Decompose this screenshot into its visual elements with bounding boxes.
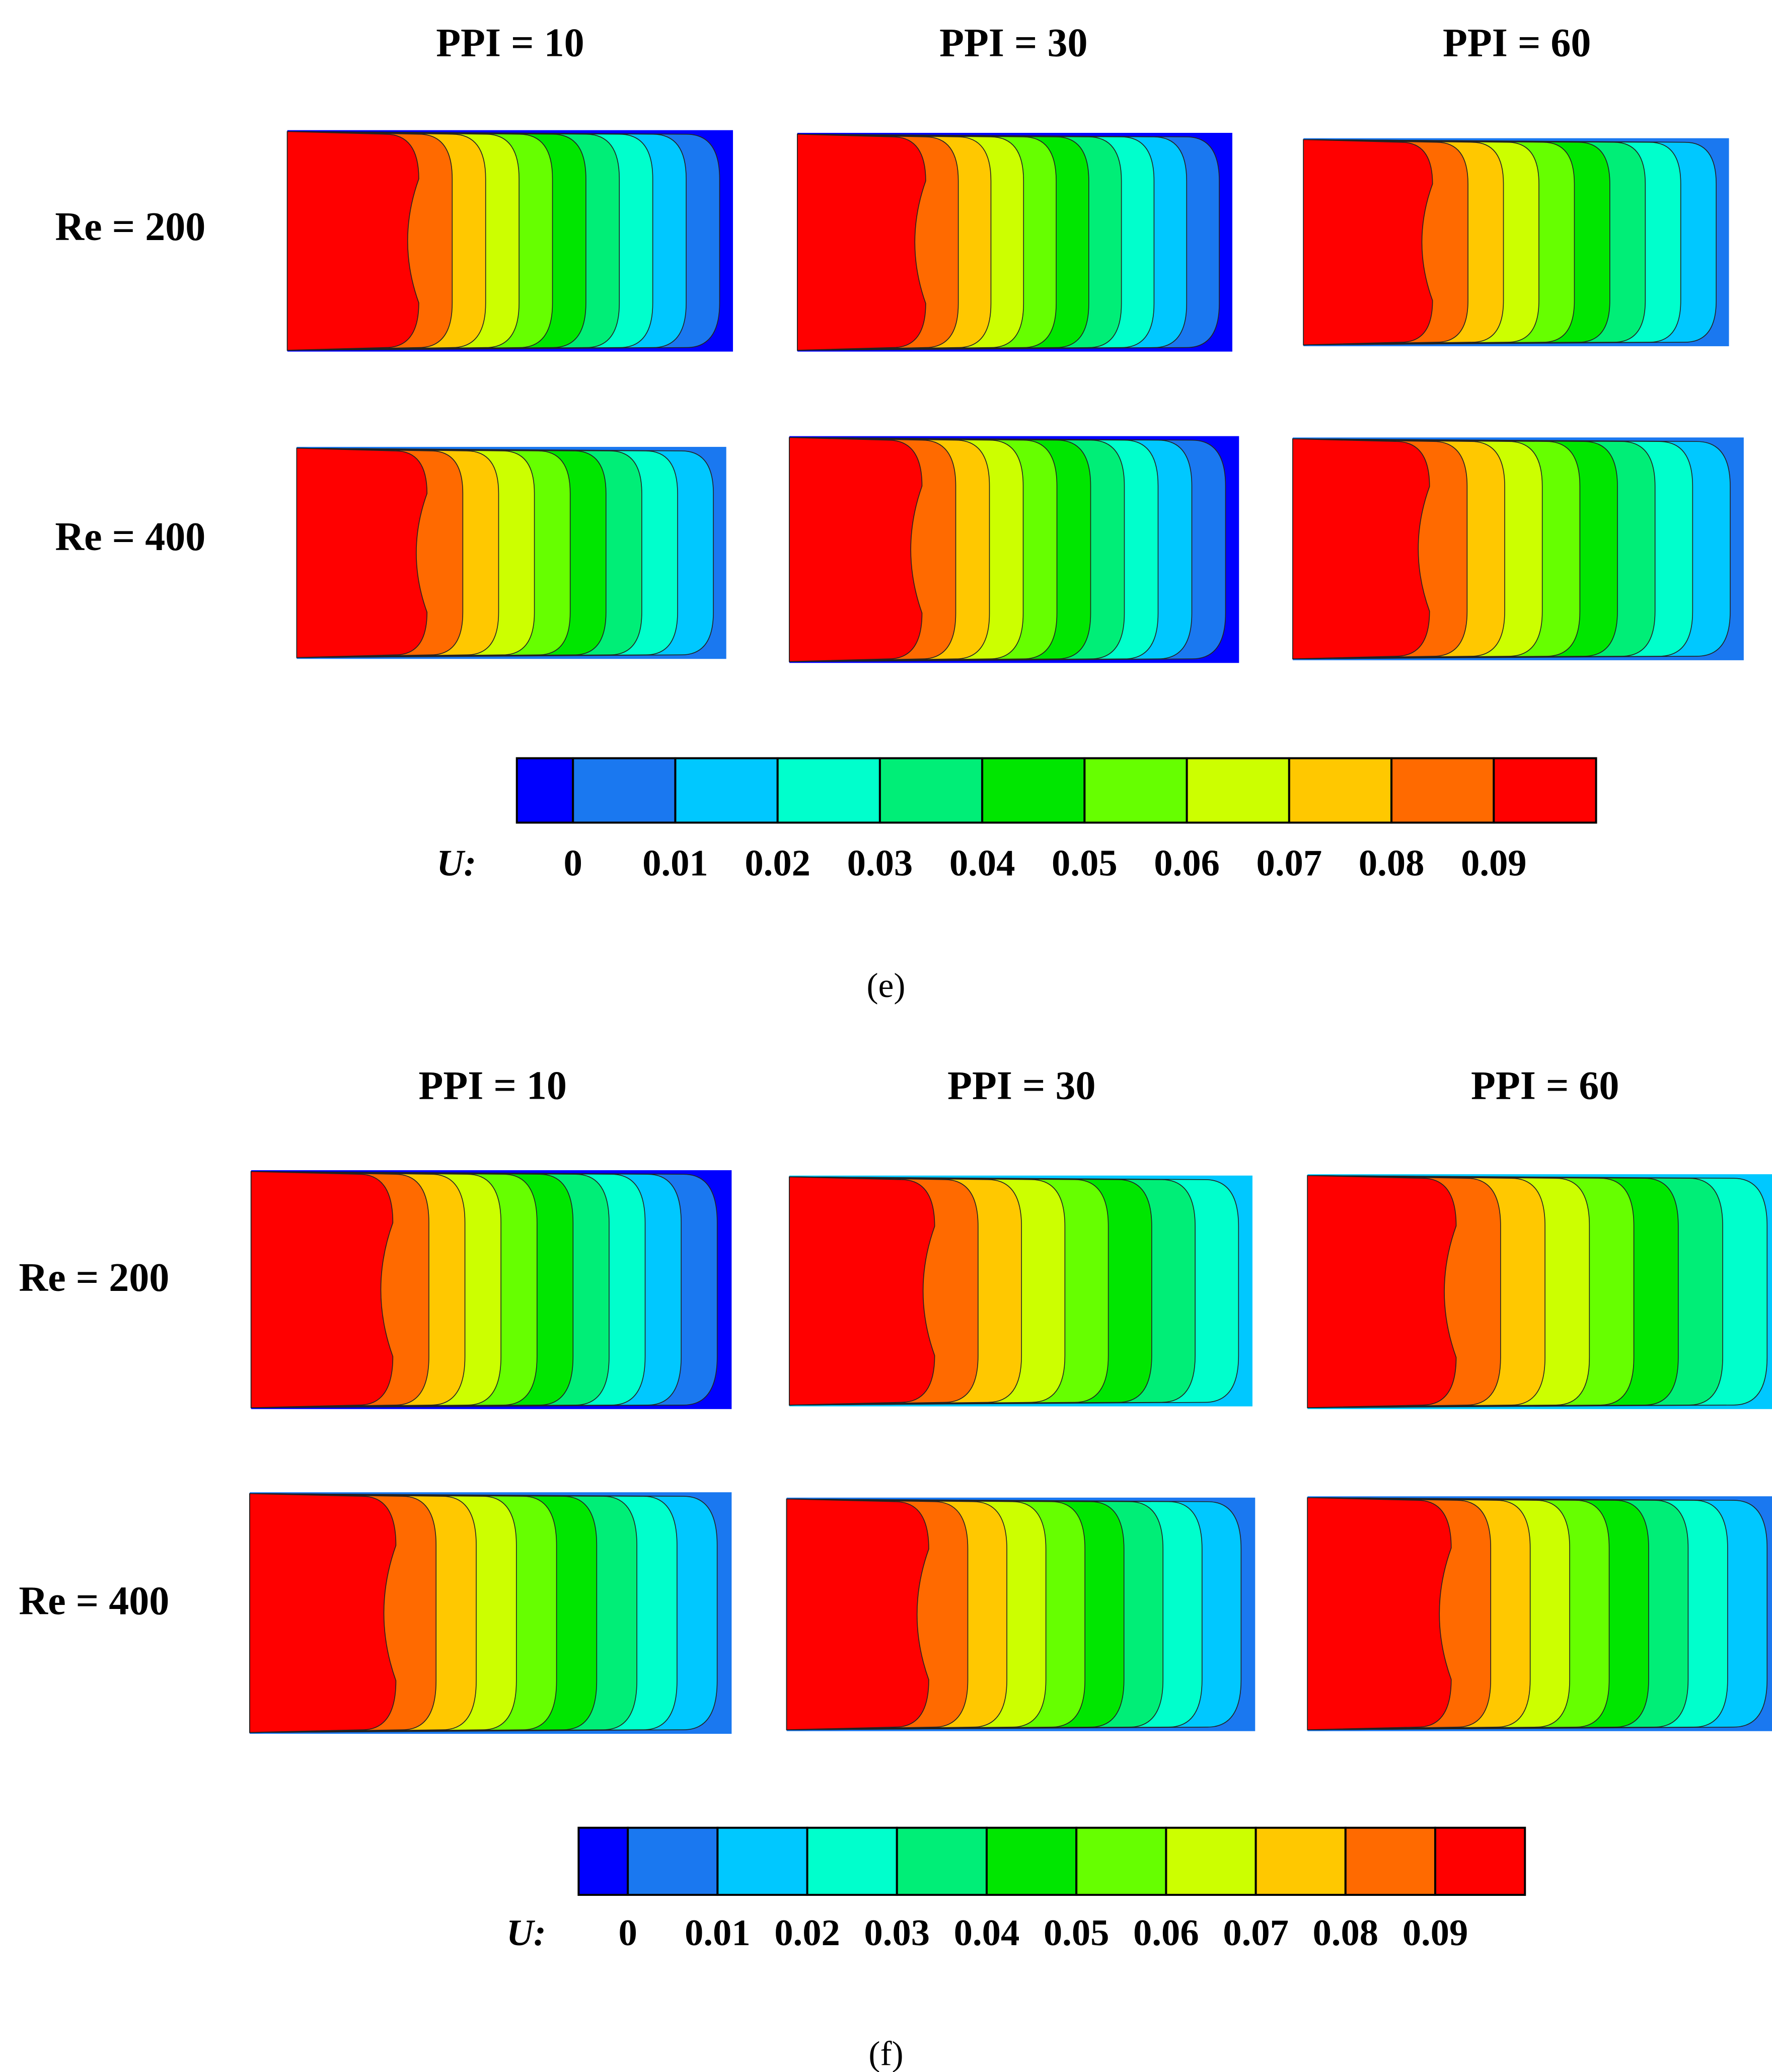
colorbar-segment: [1186, 757, 1290, 824]
contour-band: [296, 447, 428, 658]
colorbar-segment: [806, 1826, 898, 1896]
colorbar-tick: 0.07: [1223, 1912, 1289, 1954]
column-header: PPI = 30: [947, 1064, 1095, 1108]
colorbar-segment: [515, 757, 574, 824]
contour-band: [249, 1493, 397, 1733]
colorbar-tick: 0.04: [954, 1912, 1020, 1954]
colorbar-segment: [627, 1826, 719, 1896]
colorbar-segment: [1390, 757, 1495, 824]
contour-band: [250, 1171, 394, 1408]
colorbar-tick: 0.03: [864, 1912, 930, 1954]
colorbar-tick: 0: [564, 842, 582, 884]
colorbar-segment: [1434, 1826, 1526, 1896]
colorbar-tick: 0.02: [774, 1912, 840, 1954]
panel-caption: (e): [867, 966, 906, 1005]
column-header: PPI = 60: [1443, 21, 1591, 65]
row-label: Re = 200: [55, 205, 205, 249]
row-label: Re = 200: [19, 1256, 169, 1300]
colorbar-tick: 0.08: [1312, 1912, 1378, 1954]
row-label: Re = 400: [55, 515, 205, 559]
colorbar-segment: [1254, 1826, 1347, 1896]
colorbar-tick: 0.07: [1257, 842, 1322, 884]
contour-band: [1292, 438, 1430, 660]
colorbar-tick: 0.06: [1133, 1912, 1199, 1954]
colorbar-tick: 0.04: [949, 842, 1015, 884]
colorbar-tick: 0: [618, 1912, 637, 1954]
colorbar-segment: [985, 1826, 1078, 1896]
colorbar-tick: 0.09: [1461, 842, 1527, 884]
colorbar-tick: 0.05: [1044, 1912, 1110, 1954]
column-header: PPI = 60: [1471, 1064, 1619, 1108]
row-label: Re = 400: [19, 1579, 169, 1623]
colorbar-segment: [1083, 757, 1188, 824]
column-header: PPI = 10: [436, 21, 584, 65]
colorbar-label: U:: [506, 1912, 546, 1954]
colorbar-label: U:: [436, 842, 476, 884]
column-header: PPI = 30: [939, 21, 1087, 65]
colorbar-tick: 0.01: [685, 1912, 751, 1954]
colorbar-tick: 0.02: [745, 842, 810, 884]
colorbar-segment: [1344, 1826, 1437, 1896]
colorbar-tick: 0.08: [1359, 842, 1425, 884]
panel-caption: (f): [868, 2034, 903, 2072]
colorbar-tick: 0.01: [642, 842, 708, 884]
contour-band: [1307, 1497, 1452, 1730]
column-header: PPI = 10: [419, 1064, 567, 1108]
colorbar-segment: [577, 1826, 629, 1896]
colorbar-segment: [878, 757, 984, 824]
contour-band: [789, 1176, 935, 1406]
colorbar-segment: [1075, 1826, 1167, 1896]
colorbar-segment: [716, 1826, 808, 1896]
colorbar-segment: [572, 757, 677, 824]
contour-band: [1307, 1175, 1457, 1408]
colorbar-segment: [674, 757, 779, 824]
colorbar-segment: [1493, 757, 1597, 824]
contour-band: [789, 437, 923, 662]
colorbar-tick: 0.09: [1402, 1912, 1468, 1954]
colorbar-segment: [1165, 1826, 1257, 1896]
colorbar-segment: [1288, 757, 1393, 824]
colorbar-tick: 0.06: [1154, 842, 1220, 884]
colorbar-segment: [776, 757, 881, 824]
contour-band: [786, 1498, 929, 1730]
contour-band: [286, 131, 419, 351]
colorbar-tick: 0.05: [1052, 842, 1118, 884]
contour-band: [1303, 139, 1433, 346]
colorbar-segment: [981, 757, 1086, 824]
contour-band: [797, 133, 926, 351]
colorbar-segment: [896, 1826, 988, 1896]
colorbar-tick: 0.03: [847, 842, 913, 884]
